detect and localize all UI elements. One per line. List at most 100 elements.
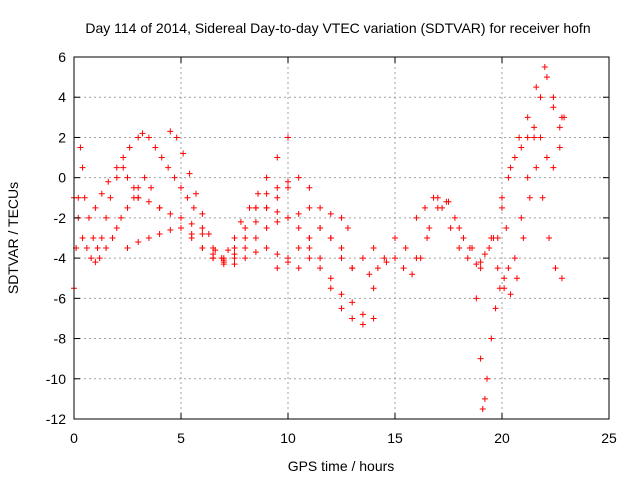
y-tick-label: -4 [54,250,67,266]
data-point [263,204,270,211]
data-point [447,224,454,231]
data-point [499,204,505,211]
data-point [107,194,114,201]
y-tick-label: -12 [46,411,66,427]
data-point [199,245,206,252]
data-point [499,194,505,201]
data-point [505,265,512,272]
data-point [141,174,148,181]
x-tick-label: 15 [387,430,403,446]
data-point [263,190,270,197]
y-tick-label: 2 [58,129,66,145]
data-point [477,259,484,266]
data-point [546,235,553,241]
data-point [225,247,232,254]
data-point [118,214,125,221]
data-point [481,251,488,258]
data-point [231,245,238,252]
data-point [171,174,178,181]
data-point [145,134,152,141]
data-point [456,245,463,252]
data-point [220,257,227,264]
data-point [543,154,550,161]
series-arc-6 [167,128,291,262]
data-point [484,375,491,382]
data-point [188,220,195,227]
data-point [327,235,334,241]
data-point [156,204,163,211]
x-tick-label: 0 [70,430,78,446]
data-point [400,265,407,272]
data-point [109,235,116,241]
data-point [135,134,142,141]
data-point [306,235,313,241]
data-point [392,235,398,241]
y-axis-label: SDTVAR / TECUs [5,182,21,294]
data-point [488,235,495,241]
y-tick-label: 6 [58,49,66,65]
data-point [443,198,450,205]
data-point [556,124,563,131]
data-point [188,235,195,241]
data-point [274,154,281,161]
data-point [501,275,508,282]
data-point [543,74,550,81]
data-point [494,265,501,272]
data-point [295,210,302,217]
data-point [550,94,557,101]
data-point [306,255,313,262]
data-point [383,259,390,266]
data-point [413,214,420,221]
data-point [295,224,302,231]
data-point [370,245,377,252]
data-point [113,174,120,181]
data-point [477,355,484,362]
data-point [173,134,180,141]
data-point [370,315,377,322]
data-point [231,261,238,268]
data-point [513,275,520,282]
data-point [295,174,302,181]
data-point [285,255,291,262]
data-point [255,190,262,197]
series-arc-3 [92,130,206,231]
x-tick-label: 20 [494,430,510,446]
data-point [242,235,249,241]
data-point [552,265,559,272]
data-point [120,164,127,171]
data-point [460,235,467,241]
data-point [120,154,127,161]
data-point [94,245,101,252]
data-point [210,251,217,258]
data-point [167,226,174,233]
data-point [178,224,184,231]
series-arc-8 [210,245,377,328]
data-point [212,247,219,254]
x-tick-label: 10 [280,430,296,446]
data-point [338,245,345,252]
data-point [349,299,356,306]
series-arc-4 [124,178,291,266]
data-point [165,164,172,171]
x-tick-label: 5 [177,430,185,446]
data-point [158,154,165,161]
data-points [71,64,568,412]
data-point [473,261,480,268]
data-point [550,164,557,171]
data-point [274,218,281,225]
data-point [327,275,334,282]
data-point [199,224,206,231]
data-point [524,174,531,181]
data-point [421,204,428,211]
series-arc-7 [188,204,351,268]
data-point [231,235,238,241]
data-point [359,255,366,262]
data-point [402,245,409,252]
data-point [370,285,377,292]
plot-frame [73,56,610,420]
data-point [252,218,259,225]
data-point [511,255,518,262]
data-point [263,174,270,181]
data-point [135,194,142,201]
